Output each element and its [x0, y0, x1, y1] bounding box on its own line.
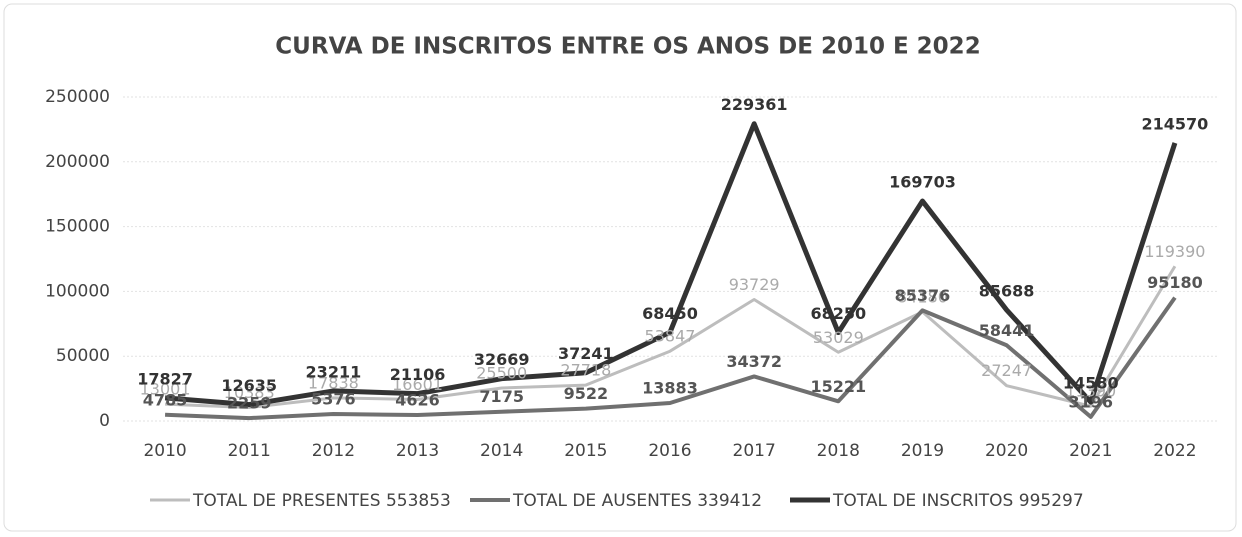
data-label: 12635 — [221, 376, 277, 395]
data-label: 85376 — [895, 286, 951, 305]
x-tick-label: 2021 — [1069, 441, 1112, 461]
x-tick-label: 2015 — [564, 441, 607, 461]
data-label: 68450 — [642, 304, 698, 323]
x-tick-label: 2022 — [1153, 441, 1196, 461]
data-label: 10383 — [224, 383, 275, 402]
legend-label: TOTAL DE PRESENTES 553853 — [192, 491, 451, 511]
data-label: 14580 — [1063, 374, 1119, 393]
series-line — [165, 265, 1177, 410]
data-label: 58441 — [979, 321, 1035, 340]
x-tick-label: 2019 — [901, 441, 944, 461]
data-label: 32669 — [474, 350, 530, 369]
chart-frame — [3, 3, 1237, 532]
data-label: 7175 — [479, 387, 524, 406]
x-tick-label: 2013 — [396, 441, 439, 461]
data-label: 3196 — [1069, 392, 1114, 411]
data-label: 95180 — [1147, 273, 1203, 292]
x-tick-label: 2011 — [228, 441, 271, 461]
data-label: 229361 — [721, 95, 788, 114]
data-label: 214570 — [1142, 114, 1209, 133]
chart-title: CURVA DE INSCRITOS ENTRE OS ANOS DE 2010… — [275, 34, 980, 60]
series-line — [164, 121, 1178, 408]
data-label: 15221 — [810, 377, 866, 396]
x-tick-label: 2020 — [985, 441, 1028, 461]
y-tick-label: 250000 — [45, 87, 110, 107]
data-label: 169703 — [889, 173, 956, 192]
data-label: 11390 — [1065, 382, 1116, 401]
legend-label: TOTAL DE INSCRITOS 995297 — [832, 491, 1084, 511]
data-label: 68250 — [810, 304, 866, 323]
x-tick-label: 2016 — [648, 441, 691, 461]
data-label: 84180 — [897, 287, 948, 306]
x-tick-label: 2014 — [480, 441, 523, 461]
y-tick-label: 100000 — [45, 281, 110, 301]
data-label: 53029 — [813, 328, 864, 347]
y-tick-label: 50000 — [56, 346, 110, 366]
x-tick-label: 2017 — [733, 441, 776, 461]
x-tick-label: 2018 — [817, 441, 860, 461]
data-label: 119390 — [1144, 242, 1205, 261]
y-tick-label: 150000 — [45, 217, 110, 237]
y-tick-label: 0 — [99, 411, 110, 431]
data-label: 4626 — [395, 391, 440, 410]
data-label: 4785 — [143, 390, 188, 409]
data-label: 17827 — [137, 369, 193, 388]
data-label: 9522 — [564, 384, 609, 403]
data-label: 21106 — [390, 365, 446, 384]
data-label: 25500 — [476, 363, 527, 382]
data-label: 93729 — [729, 275, 780, 294]
data-label: 27718 — [560, 361, 611, 380]
data-label: 37241 — [558, 344, 614, 363]
data-label: 23211 — [306, 362, 362, 381]
data-label: 13883 — [642, 379, 698, 398]
y-tick-label: 200000 — [45, 152, 110, 172]
x-tick-label: 2010 — [143, 441, 186, 461]
data-label: 2259 — [227, 394, 272, 413]
data-label: 17838 — [308, 373, 359, 392]
legend-label: TOTAL DE AUSENTES 339412 — [512, 491, 762, 511]
x-tick-label: 2012 — [312, 441, 355, 461]
data-label: 13001 — [140, 380, 191, 399]
series-line — [164, 296, 1177, 421]
data-label: 27247 — [981, 361, 1032, 380]
data-label: 34372 — [726, 352, 782, 371]
data-label: 53847 — [645, 327, 696, 346]
data-label: 16601 — [392, 375, 443, 394]
data-label: 5376 — [311, 390, 356, 409]
data-label: 85688 — [979, 281, 1035, 300]
